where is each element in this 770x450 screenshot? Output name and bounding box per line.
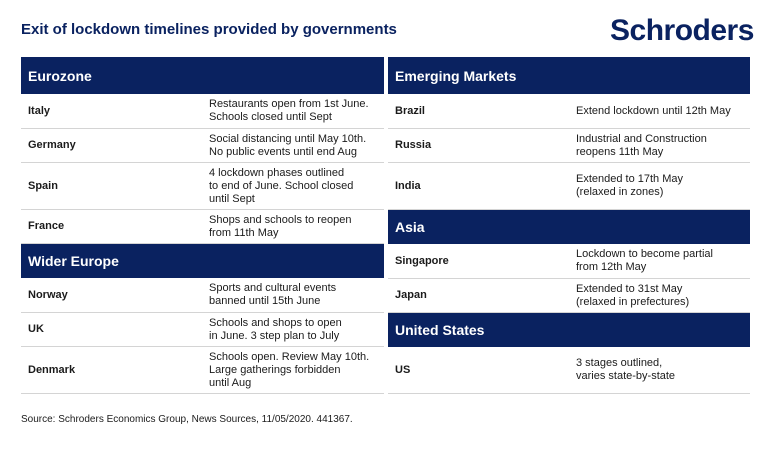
timeline-text: Schools and shops to open in June. 3 ste… bbox=[209, 316, 342, 342]
table-row-india: India Extended to 17th May (relaxed in z… bbox=[388, 163, 750, 210]
country-label: France bbox=[28, 220, 65, 232]
timeline-text: 3 stages outlined, varies state-by-state bbox=[576, 357, 676, 382]
table-row-japan: Singapore Japan Extended to 31st May (re… bbox=[388, 279, 750, 313]
table-row-uk: UK Schools and shops to open in June. 3 … bbox=[21, 313, 384, 347]
table-row-italy: Italy Restaurants open from 1st June. Sc… bbox=[21, 94, 384, 129]
schroders-logo: Schroders bbox=[610, 14, 754, 47]
country-label: Russia bbox=[395, 139, 432, 151]
timeline-text: Industrial and Construction reopens 11th… bbox=[576, 132, 707, 158]
timeline-text: Schools open. Review May 10th. Large gat… bbox=[209, 350, 370, 389]
country-label: UK bbox=[28, 323, 44, 335]
timeline-text: Extended to 31st May (relaxed in prefect… bbox=[576, 282, 690, 308]
timeline-text: 4 lockdown phases outlined to end of Jun… bbox=[209, 166, 354, 205]
page-title: Exit of lockdown timelines provided by g… bbox=[21, 21, 397, 38]
table-row-russia: Russia Industrial and Construction reope… bbox=[388, 129, 750, 163]
country-label: Brazil bbox=[395, 104, 425, 117]
table-row-us: US 3 stages outlined, varies state-by-st… bbox=[388, 347, 750, 394]
left-column: Eurozone Italy Restaurants open from 1st… bbox=[21, 57, 384, 394]
right-column: Emerging Markets Brazil Extend lockdown … bbox=[388, 57, 750, 394]
country-label: US bbox=[395, 363, 411, 376]
table-row-brazil: Brazil Extend lockdown until 12th May bbox=[388, 94, 750, 129]
country-label: Singapore bbox=[395, 254, 449, 267]
timeline-text: Restaurants open from 1st June. Schools … bbox=[209, 98, 369, 123]
table-row-germany: Germany Social distancing until May 10th… bbox=[21, 129, 384, 163]
table-row-denmark: Denmark Schools open. Review May 10th. L… bbox=[21, 347, 384, 394]
section-header-wider-europe: Wider Europe bbox=[21, 244, 384, 278]
timeline-text: Extend lockdown until 12th May bbox=[576, 104, 731, 117]
country-label: Italy bbox=[28, 104, 51, 117]
country-label: Norway bbox=[28, 288, 68, 301]
country-label: Germany bbox=[28, 139, 76, 151]
timeline-text: Shops and schools to reopen from 11th Ma… bbox=[209, 213, 352, 239]
section-header-eurozone: Eurozone bbox=[21, 57, 384, 94]
table-row-france: France Shops and schools to reopen from … bbox=[21, 210, 384, 244]
timeline-text: Lockdown to become partial from 12th May bbox=[576, 248, 713, 273]
source-footnote: Source: Schroders Economics Group, News … bbox=[21, 414, 353, 425]
table-row-singapore: Singapore Lockdown to become partial fro… bbox=[388, 244, 750, 279]
section-header-emerging-markets: Emerging Markets bbox=[388, 57, 750, 94]
country-label: Denmark bbox=[28, 363, 76, 376]
table-row-norway: Norway Sports and cultural events banned… bbox=[21, 278, 384, 313]
timeline-text: Sports and cultural events banned until … bbox=[209, 282, 337, 307]
country-label: India bbox=[395, 179, 421, 192]
timeline-text: Social distancing until May 10th. No pub… bbox=[209, 132, 367, 158]
country-label: Spain bbox=[28, 179, 58, 192]
section-header-asia: Asia bbox=[388, 210, 750, 244]
table-row-spain: Spain 4 lockdown phases outlined to end … bbox=[21, 163, 384, 210]
timeline-text: Extended to 17th May (relaxed in zones) bbox=[576, 173, 684, 198]
country-label: Japan bbox=[395, 289, 427, 301]
section-header-united-states: United States bbox=[388, 313, 750, 347]
